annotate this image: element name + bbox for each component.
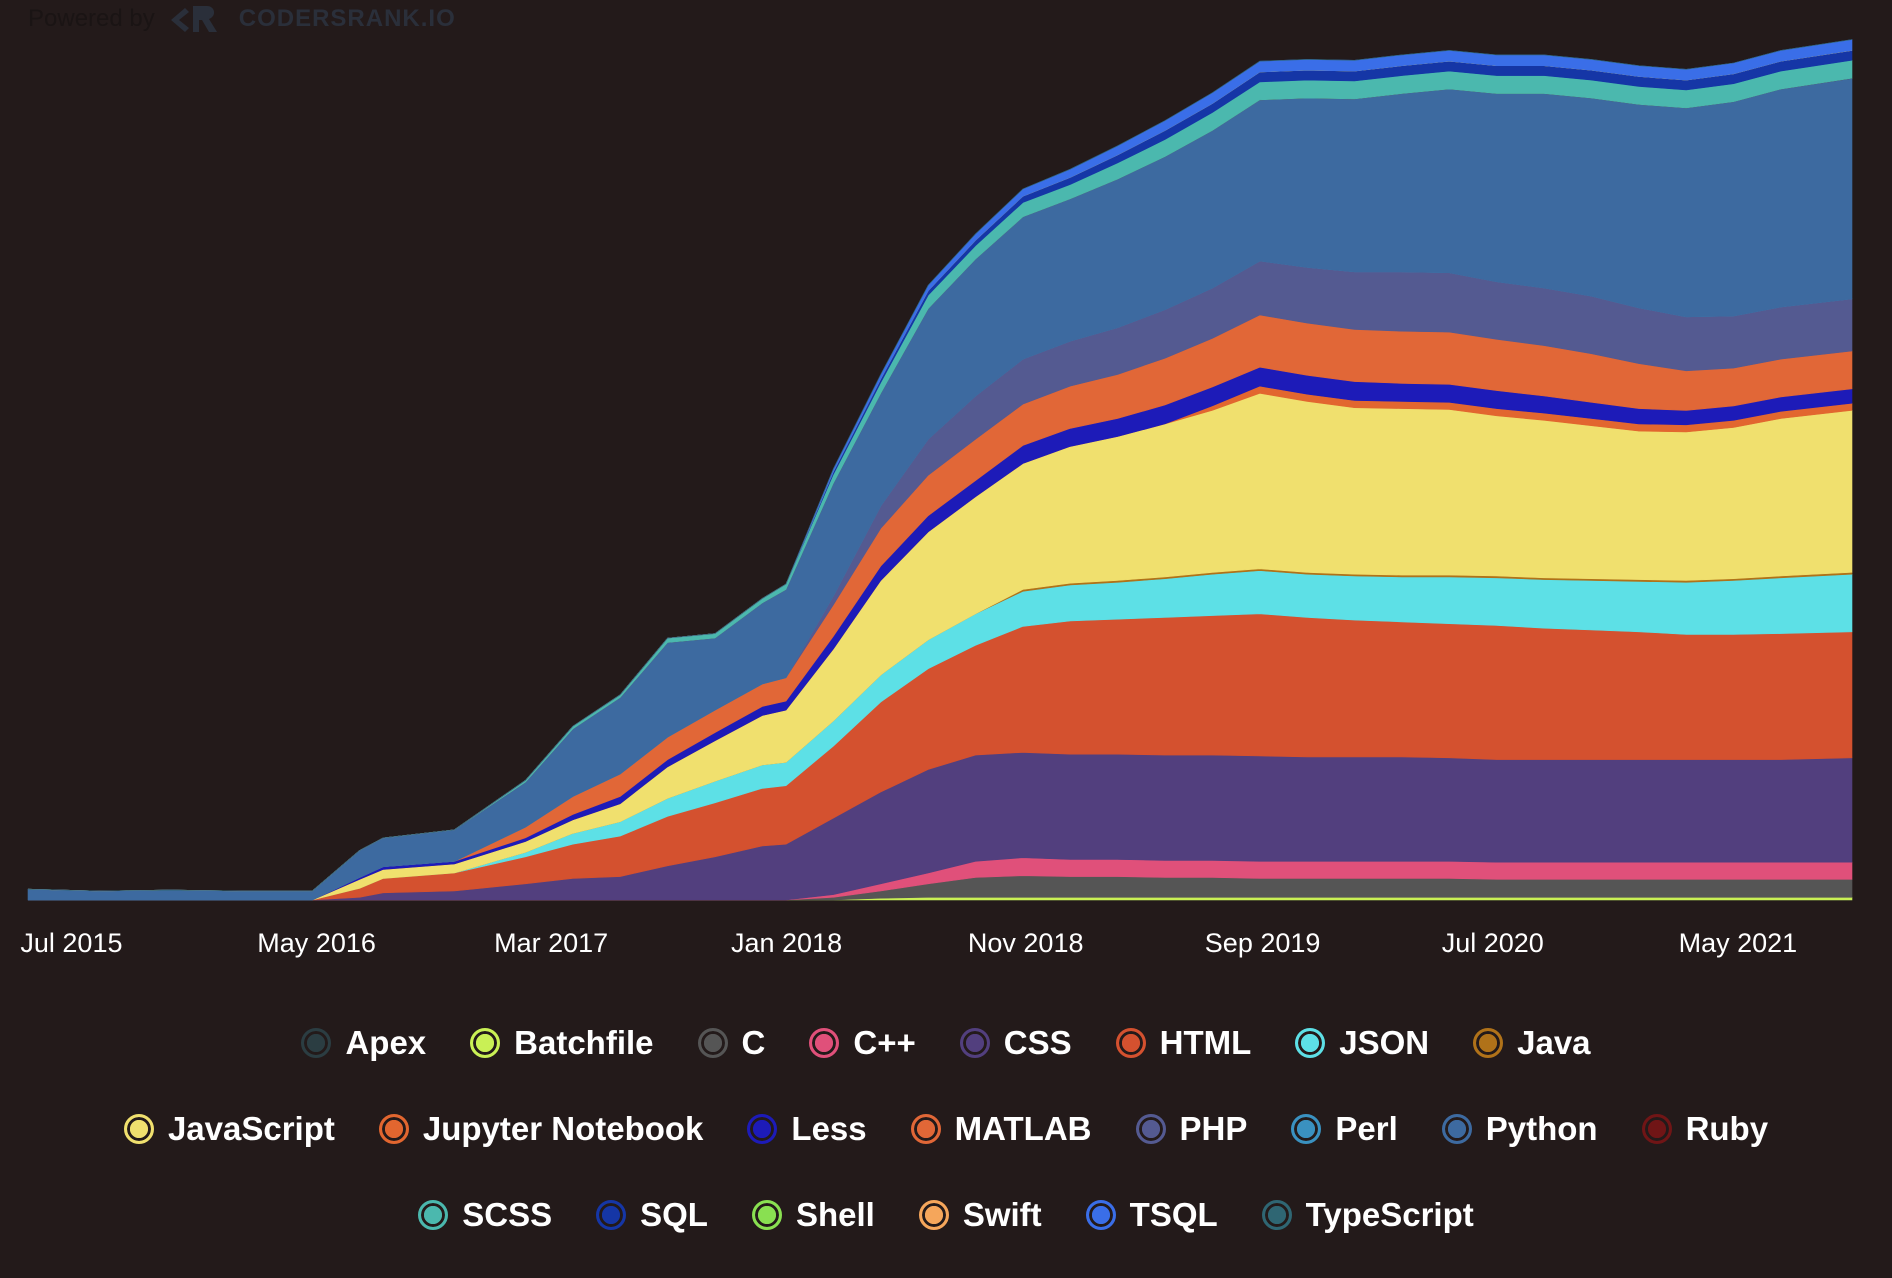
- legend-row: JavaScript Jupyter Notebook Less MATLAB PHP P…: [0, 1086, 1892, 1172]
- legend-swatch-icon: [1473, 1028, 1504, 1058]
- x-tick-label: May 2016: [257, 928, 376, 958]
- legend-label: Perl: [1335, 1110, 1398, 1147]
- legend-item-matlab[interactable]: MATLAB: [910, 1110, 1092, 1148]
- legend-swatch-icon: [596, 1200, 627, 1230]
- legend-label: Python: [1485, 1110, 1598, 1147]
- legend-swatch-icon: [959, 1028, 990, 1058]
- legend-item-less[interactable]: Less: [747, 1110, 867, 1148]
- legend-swatch-icon: [751, 1200, 782, 1230]
- legend-item-apex[interactable]: Apex: [301, 1024, 426, 1062]
- legend-swatch-icon: [910, 1114, 941, 1144]
- legend-label: Batchfile: [514, 1024, 654, 1061]
- legend-swatch-icon: [470, 1028, 501, 1058]
- legend-label: Swift: [962, 1196, 1042, 1233]
- legend-item-json[interactable]: JSON: [1295, 1024, 1429, 1062]
- x-tick-label: Jan 2018: [731, 928, 842, 958]
- x-tick-label: May 2021: [1679, 928, 1798, 958]
- legend-swatch-icon: [1291, 1114, 1322, 1144]
- legend-swatch-icon: [1115, 1028, 1146, 1058]
- legend-label: SQL: [640, 1196, 708, 1233]
- legend-item-php[interactable]: PHP: [1135, 1110, 1248, 1148]
- legend-swatch-icon: [1261, 1200, 1292, 1230]
- legend-label: Jupyter Notebook: [422, 1110, 704, 1147]
- stacked-area-chart: Jul 2015 May 2016 Mar 2017 Jan 2018 Nov 2018…: [20, 39, 1853, 958]
- legend-label: Apex: [345, 1024, 427, 1061]
- legend-label: PHP: [1179, 1110, 1248, 1147]
- legend-item-jupyter-notebook[interactable]: Jupyter Notebook: [378, 1110, 704, 1148]
- legend-label: C: [741, 1024, 766, 1061]
- legend-swatch-icon: [418, 1200, 449, 1230]
- legend-label: MATLAB: [954, 1110, 1092, 1147]
- area-series-group: [27, 39, 1853, 901]
- legend-item-shell[interactable]: Shell: [751, 1196, 875, 1234]
- legend-swatch-icon: [1135, 1114, 1166, 1144]
- x-tick-label: Mar 2017: [494, 928, 608, 958]
- legend-item-sql[interactable]: SQL: [596, 1196, 708, 1234]
- legend-label: JSON: [1339, 1024, 1430, 1061]
- legend-label: TypeScript: [1305, 1196, 1474, 1233]
- legend-item-batchfile[interactable]: Batchfile: [470, 1024, 654, 1062]
- legend-item-java[interactable]: Java: [1473, 1024, 1591, 1062]
- legend-item-python[interactable]: Python: [1441, 1110, 1598, 1148]
- x-tick-label: Sep 2019: [1205, 928, 1321, 958]
- powered-by-text: Powered by: [28, 5, 155, 32]
- legend-label: Java: [1517, 1024, 1591, 1061]
- legend-item-typescript[interactable]: TypeScript: [1261, 1196, 1474, 1234]
- legend-swatch-icon: [1085, 1200, 1116, 1230]
- legend-swatch-icon: [697, 1028, 728, 1058]
- powered-by-brand: CODERSRANK.IO: [238, 5, 456, 32]
- legend-item-c[interactable]: C: [697, 1024, 766, 1062]
- legend-item-scss[interactable]: SCSS: [418, 1196, 552, 1234]
- x-tick-label: Jul 2020: [1442, 928, 1544, 958]
- legend-label: CSS: [1003, 1024, 1072, 1061]
- legend-swatch-icon: [809, 1028, 840, 1058]
- legend-label: HTML: [1159, 1024, 1252, 1061]
- codersrank-logo-icon: [170, 6, 217, 32]
- legend-swatch-icon: [918, 1200, 949, 1230]
- legend-swatch-icon: [123, 1114, 154, 1144]
- x-tick-label: Jul 2015: [20, 928, 122, 958]
- legend-item-swift[interactable]: Swift: [918, 1196, 1042, 1234]
- legend: Apex Batchfile C C++ CSS HTML JSON Java JavaScri…: [0, 1000, 1892, 1258]
- legend-item-html[interactable]: HTML: [1115, 1024, 1252, 1062]
- legend-label: SCSS: [462, 1196, 553, 1233]
- legend-swatch-icon: [1641, 1114, 1672, 1144]
- legend-item-c-[interactable]: C++: [809, 1024, 916, 1062]
- legend-item-css[interactable]: CSS: [959, 1024, 1072, 1062]
- legend-label: C++: [853, 1024, 916, 1061]
- legend-label: Ruby: [1685, 1110, 1769, 1147]
- legend-label: JavaScript: [167, 1110, 335, 1147]
- x-axis-ticks: Jul 2015 May 2016 Mar 2017 Jan 2018 Nov 2018…: [20, 928, 1797, 958]
- legend-item-ruby[interactable]: Ruby: [1641, 1110, 1769, 1148]
- legend-row: Apex Batchfile C C++ CSS HTML JSON Java: [0, 1000, 1892, 1086]
- legend-label: Shell: [795, 1196, 875, 1233]
- legend-swatch-icon: [1441, 1114, 1472, 1144]
- x-tick-label: Nov 2018: [968, 928, 1084, 958]
- legend-swatch-icon: [378, 1114, 409, 1144]
- legend-swatch-icon: [301, 1028, 332, 1058]
- legend-item-tsql[interactable]: TSQL: [1085, 1196, 1218, 1234]
- area-typescript[interactable]: [27, 39, 1853, 892]
- legend-item-javascript[interactable]: JavaScript: [123, 1110, 335, 1148]
- legend-label: Less: [791, 1110, 867, 1147]
- legend-swatch-icon: [747, 1114, 778, 1144]
- powered-by: Powered by CODERSRANK.IO: [28, 2, 456, 36]
- legend-label: TSQL: [1129, 1196, 1218, 1233]
- legend-swatch-icon: [1295, 1028, 1326, 1058]
- legend-row: SCSS SQL Shell Swift TSQL TypeScript: [0, 1172, 1892, 1258]
- legend-item-perl[interactable]: Perl: [1291, 1110, 1398, 1148]
